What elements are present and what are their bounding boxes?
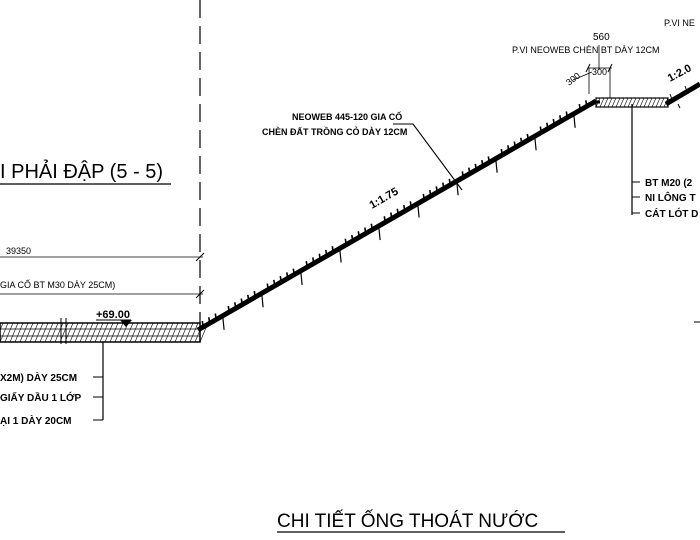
- slope-anchor-tick: [247, 294, 250, 301]
- slope-anchor-tick: [500, 148, 504, 156]
- main-slope: [196, 98, 598, 333]
- left-layer-1: X2M) DÀY 25CM: [0, 371, 77, 384]
- slope-anchor-tick: [507, 145, 510, 152]
- slope-anchor-tick: [448, 178, 452, 185]
- top-right-label: P.VI NE: [664, 18, 695, 28]
- left-layer-3: ẠI 1 DÀY 20CM: [0, 414, 72, 427]
- slope-anchor-tick: [370, 223, 374, 230]
- slope-anchor-tick: [534, 136, 537, 151]
- slope-anchor-tick: [261, 293, 264, 308]
- slope-anchor-tick: [435, 186, 439, 193]
- slope-anchor-tick: [383, 216, 387, 223]
- slope-anchor-tick: [325, 249, 328, 257]
- slope-anchor-tick: [417, 203, 420, 218]
- slope-anchor-tick: [214, 313, 217, 320]
- dimension-39350: 39350: [6, 246, 31, 256]
- right-layer-3: CÁT LÓT D: [645, 207, 698, 220]
- slope-anchor-tick: [390, 212, 393, 219]
- slope-anchor-tick: [253, 290, 256, 298]
- slope-anchor-tick: [539, 126, 543, 133]
- slope-anchor-tick: [351, 234, 354, 242]
- neoweb-leader: [393, 123, 463, 191]
- foundation-strip: [0, 318, 209, 344]
- slope-anchor-tick: [227, 305, 230, 313]
- slope-ratio-main: 1:1.75: [368, 186, 401, 212]
- slope-anchor-tick: [565, 111, 569, 118]
- dimension-560: 560: [593, 32, 610, 43]
- slope-anchor-tick: [339, 248, 342, 263]
- section-title: I PHẢI ĐẬP (5 - 5): [0, 160, 163, 183]
- slope-anchor-tick: [273, 279, 276, 286]
- svg-text:+69.00: +69.00: [96, 309, 130, 321]
- neoweb-label-line1: NEOWEB 445-120 GIA CỐ: [292, 111, 402, 122]
- slope-anchor-tick: [312, 257, 315, 264]
- slope-anchor-tick: [546, 122, 549, 129]
- slope-anchor-tick: [208, 317, 211, 324]
- right-layer-2: NI LÔNG T: [645, 191, 696, 204]
- slope-anchor-tick: [279, 276, 283, 283]
- slope-ratio-upper: 1:2.0: [666, 62, 694, 84]
- upper-slope: [664, 81, 700, 109]
- right-layer-1: BT M20 (2: [645, 178, 693, 189]
- slope-anchor-tick: [585, 100, 588, 107]
- slope-anchor-tick: [240, 298, 243, 305]
- slope-anchor-tick: [403, 204, 406, 212]
- slope-anchor-tick: [305, 261, 309, 268]
- slope-anchor-tick: [422, 193, 426, 200]
- slope-anchor-tick: [286, 272, 289, 279]
- slope-anchor-tick: [318, 253, 322, 260]
- detail-title: CHI TIẾT ỐNG THOÁT NƯỚC: [277, 510, 538, 532]
- slope-anchor-tick: [552, 118, 556, 126]
- slope-anchor-tick: [429, 189, 432, 197]
- neoweb-label-line2: CHÈN ĐẤT TRỒNG CỎ DÀY 12CM: [262, 126, 407, 137]
- slope-anchor-tick: [573, 113, 576, 128]
- slope-anchor-tick: [222, 315, 225, 330]
- slope-anchor-tick: [481, 160, 484, 167]
- elevation-marker: +69.00: [96, 309, 132, 327]
- left-layer-2: GIẤY DẦU 1 LỚP: [0, 391, 81, 404]
- slope-anchor-tick: [300, 270, 303, 285]
- berm-dimensions: 560 300 300: [564, 32, 613, 98]
- slope-anchor-tick: [364, 227, 367, 234]
- slope-anchor-tick: [495, 158, 498, 173]
- slope-anchor-tick: [559, 115, 562, 122]
- slope-anchor-tick: [266, 283, 269, 290]
- slope-anchor-tick: [234, 302, 237, 309]
- dimension-300-b: 300: [592, 67, 607, 77]
- berm: [594, 97, 669, 108]
- slope-anchor-tick: [331, 246, 335, 253]
- slope-anchor-tick: [357, 231, 361, 238]
- slope-anchor-tick: [468, 167, 471, 174]
- label-bt-m30: GIA CỐ BT M30 DÀY 25CM): [0, 279, 115, 290]
- slope-anchor-tick: [578, 103, 582, 111]
- slope-anchor-tick: [396, 208, 400, 215]
- slope-anchor-tick: [378, 225, 381, 241]
- slope-anchor-tick: [487, 156, 491, 163]
- berm-label: P.VI NEOWEB CHÈN BT DÀY 12CM: [512, 45, 660, 55]
- slope-anchor-tick: [409, 201, 413, 208]
- slope-anchor-tick: [442, 182, 445, 189]
- slope-anchor-tick: [461, 171, 465, 178]
- slope-anchor-tick: [474, 163, 478, 171]
- slope-anchor-tick: [344, 238, 348, 245]
- slope-anchor-tick: [526, 133, 530, 141]
- slope-anchor-tick: [520, 137, 523, 144]
- slope-anchor-tick: [513, 141, 517, 148]
- slope-anchor-tick: [292, 268, 296, 275]
- dimension-300-a: 300: [564, 70, 582, 87]
- slope-anchor-tick: [201, 320, 204, 328]
